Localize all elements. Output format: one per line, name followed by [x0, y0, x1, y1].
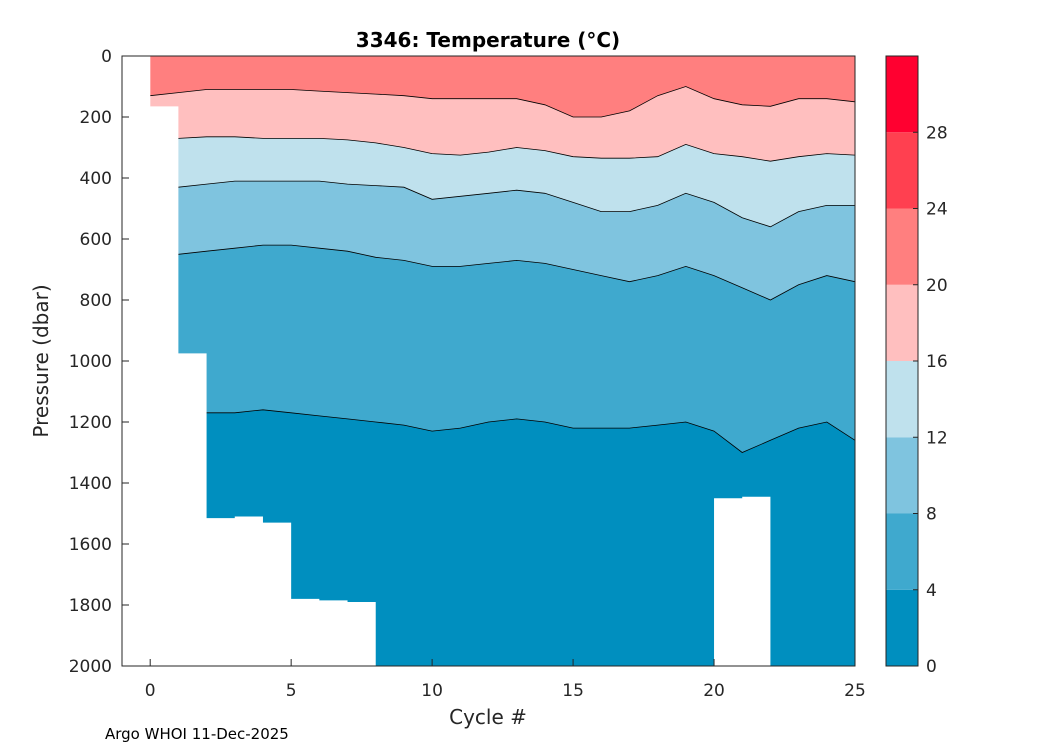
- band-8-12: [150, 181, 855, 300]
- x-tick-label: 0: [145, 681, 156, 701]
- x-tick-label: 25: [844, 681, 866, 701]
- colorbar-segment: [886, 361, 918, 438]
- isotherm-line-0: [150, 86, 856, 118]
- y-tick-label: 1000: [69, 352, 112, 372]
- band-16-20: [150, 86, 855, 162]
- colorbar-tick-label: 0: [926, 657, 937, 677]
- chart-title: 3346: Temperature (°C): [356, 28, 620, 52]
- colorbar-tick-label: 8: [926, 505, 937, 525]
- x-tick-label: 10: [421, 681, 443, 701]
- x-axis-label: Cycle #: [449, 705, 527, 729]
- colorbar-segment: [886, 589, 918, 666]
- colorbar-segment: [886, 208, 918, 285]
- colorbar-tick-label: 4: [926, 581, 937, 601]
- band-12-16: [150, 135, 855, 227]
- y-tick-label: 200: [80, 108, 112, 128]
- missing-data-regions: [122, 56, 855, 666]
- y-tick-label: 1200: [69, 413, 112, 433]
- isotherm-line-3: [150, 244, 856, 301]
- colorbar-tick-label: 16: [926, 352, 948, 372]
- y-tick-label: 800: [80, 291, 112, 311]
- colorbar-segment: [886, 437, 918, 514]
- colorbar-segment: [886, 513, 918, 590]
- x-axis-ticks: 0 5 10 15 20 25: [145, 659, 866, 701]
- isotherm-line-1: [150, 134, 856, 162]
- y-tick-label: 1800: [69, 596, 112, 616]
- y-axis-ticks: 0 200 400 600 800 1000 1200 1400 1600 1800 2000: [69, 47, 129, 677]
- y-tick-label: 1400: [69, 474, 112, 494]
- footer-credit: Argo WHOI 11-Dec-2025: [105, 725, 289, 743]
- colorbar-tick-label: 20: [926, 276, 948, 296]
- x-tick-label: 5: [286, 681, 297, 701]
- band-4-8: [150, 245, 855, 453]
- y-tick-label: 600: [80, 230, 112, 250]
- colorbar-segment: [886, 56, 918, 133]
- x-tick-label: 20: [703, 681, 725, 701]
- isotherm-contours: [150, 86, 856, 453]
- colorbar: 0 4 8 12 16 20 24 28: [886, 56, 948, 677]
- colorbar-segment: [886, 132, 918, 209]
- plot-area: [150, 56, 855, 666]
- y-axis-label: Pressure (dbar): [29, 284, 53, 437]
- isotherm-line-4: [150, 409, 856, 453]
- y-tick-label: 2000: [69, 657, 112, 677]
- x-tick-label: 15: [562, 681, 584, 701]
- colorbar-frame: [885, 55, 919, 667]
- colorbar-tick-label: 24: [926, 200, 948, 220]
- y-tick-label: 400: [80, 169, 112, 189]
- y-tick-label: 1600: [69, 535, 112, 555]
- colorbar-tick-label: 28: [926, 123, 948, 143]
- isotherm-line-2: [150, 180, 855, 228]
- colorbar-segment: [886, 284, 918, 361]
- missing-data-mask: [122, 56, 855, 666]
- y-tick-label: 0: [101, 47, 112, 67]
- band-20-24: [150, 56, 855, 117]
- colorbar-tick-label: 12: [926, 428, 948, 448]
